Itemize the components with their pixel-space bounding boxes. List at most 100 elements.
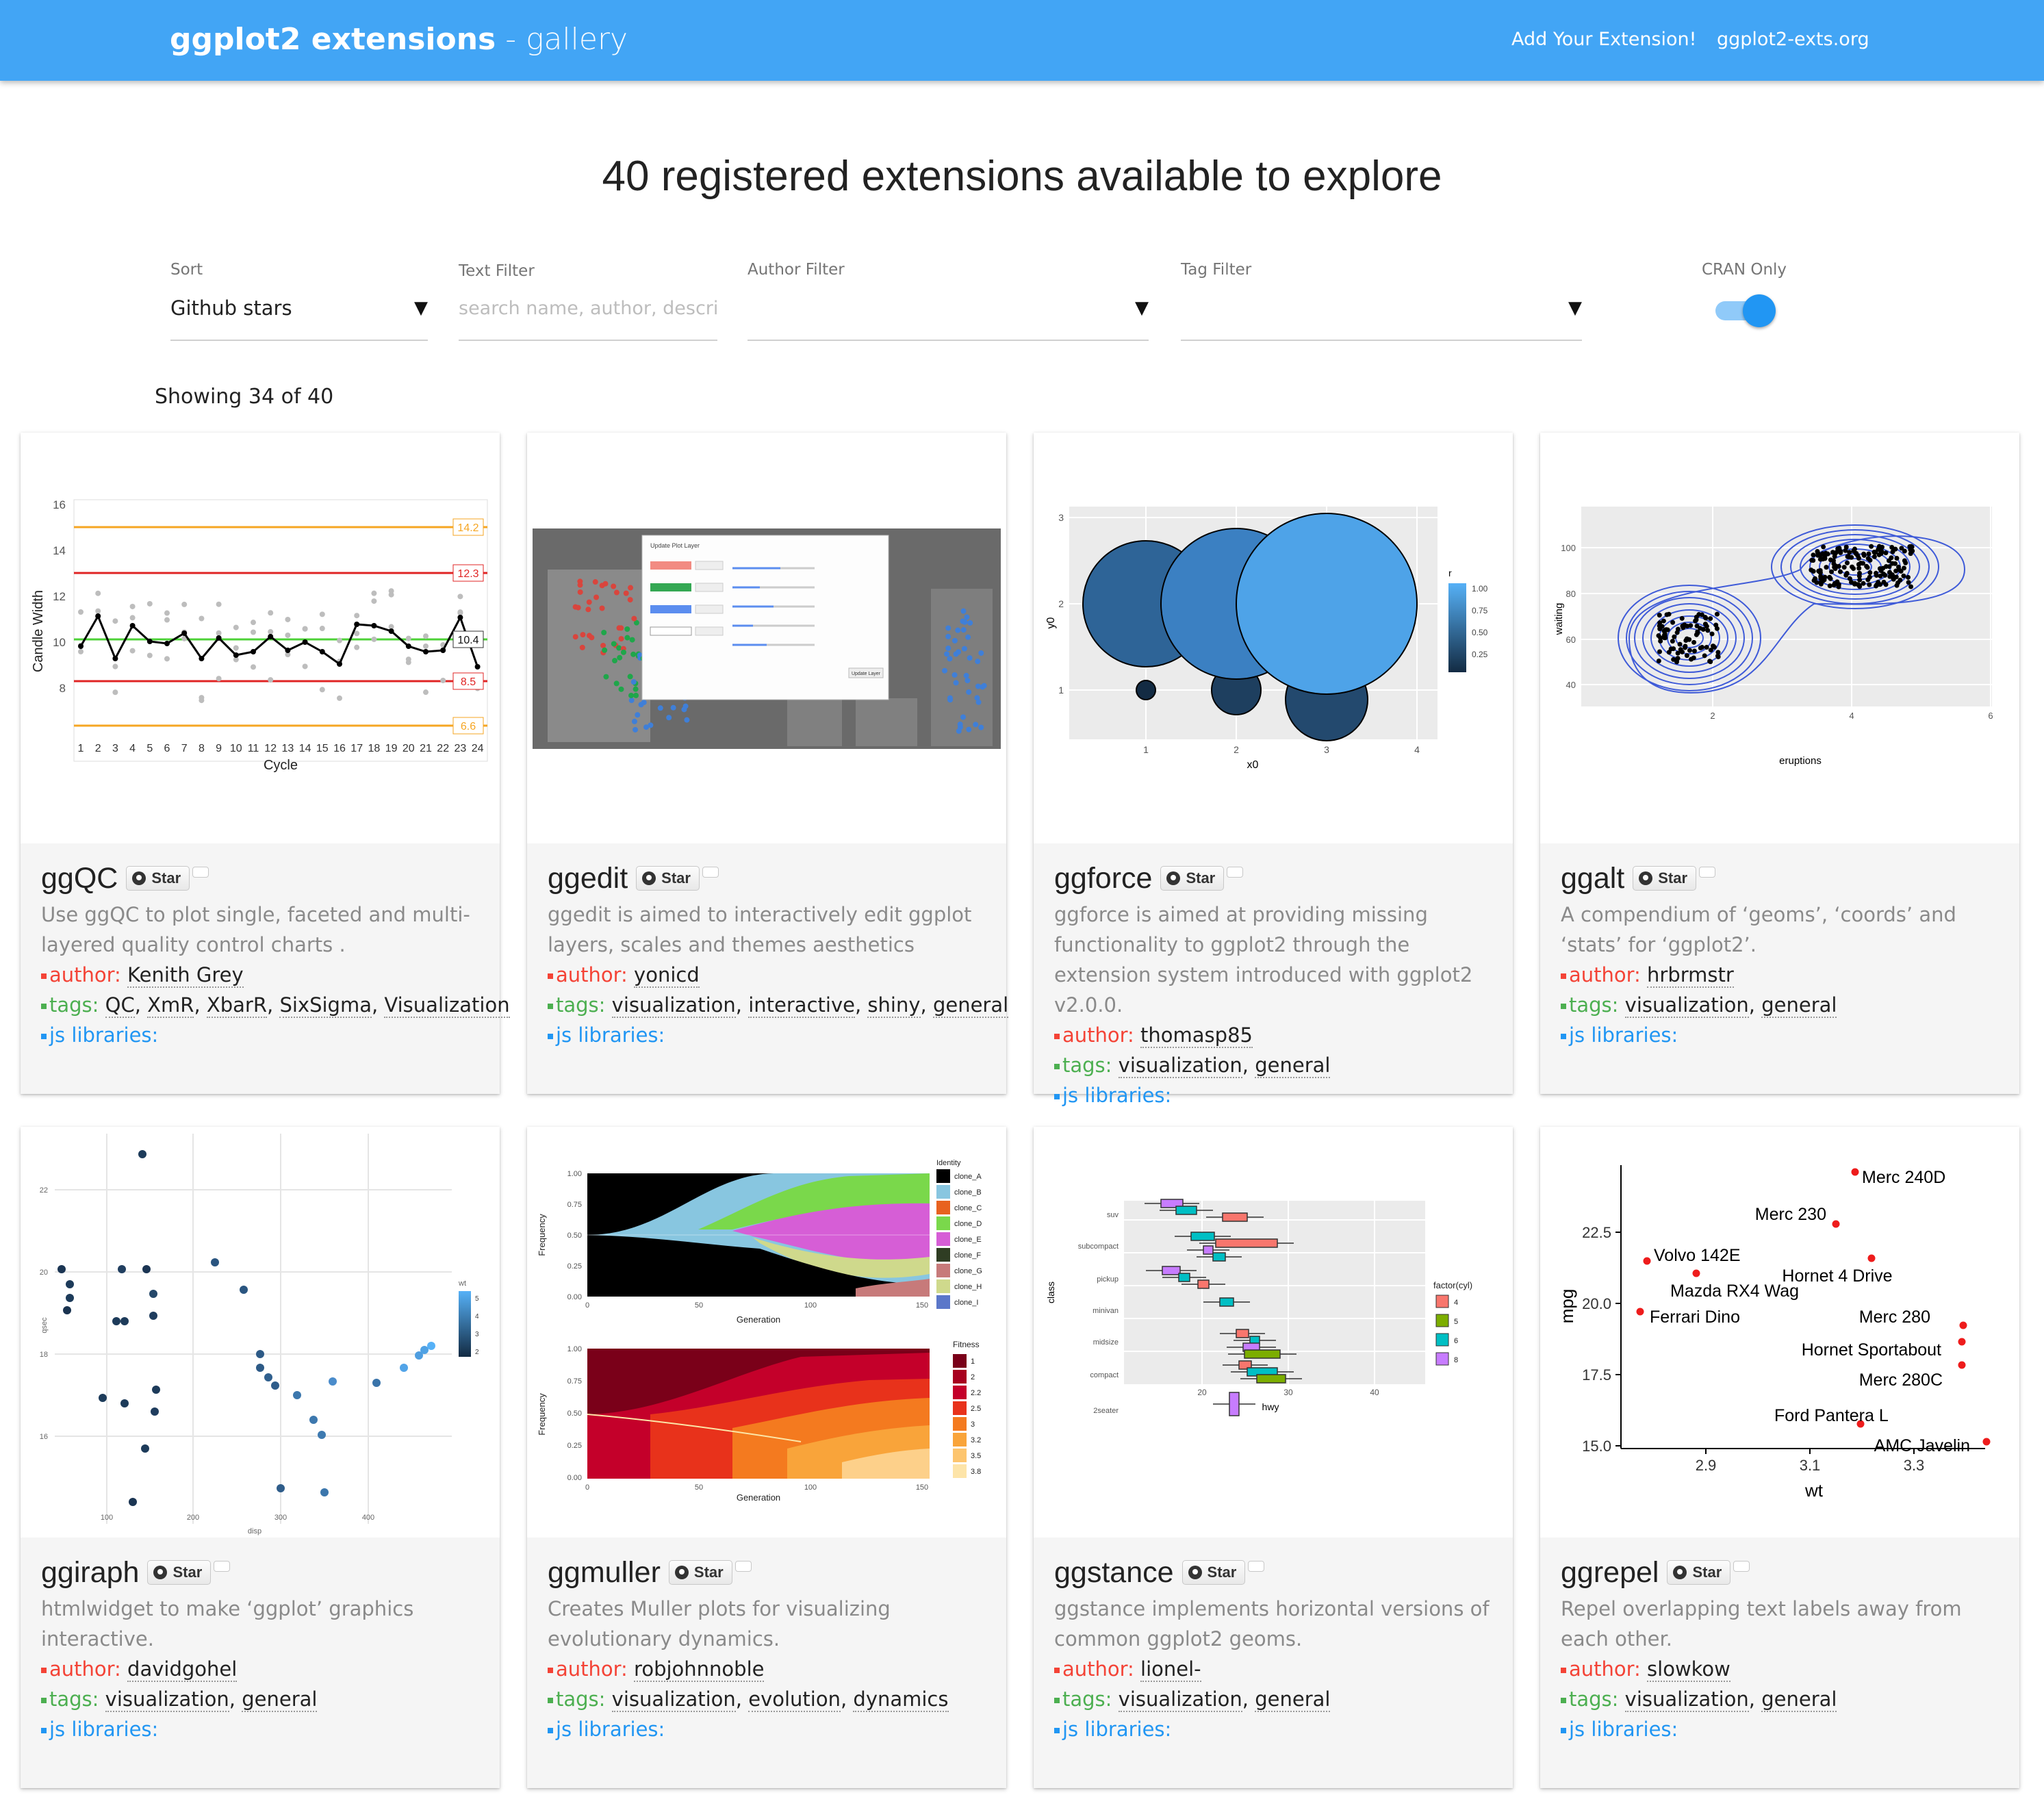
ggmuller-legend-label: clone_D <box>954 1220 982 1228</box>
ggplot2-exts-link[interactable]: ggplot2-exts.org <box>1717 29 1869 50</box>
tag-link[interactable]: visualization <box>611 1687 736 1712</box>
ggalt-point <box>1671 646 1676 652</box>
extension-card-ggstance[interactable]: suv subcompact pickup minivan midsize compact… <box>1034 1127 1513 1788</box>
card-title[interactable]: ggstance <box>1054 1556 1174 1589</box>
ggalt-point <box>1814 580 1819 585</box>
tag-link[interactable]: visualization <box>105 1687 229 1712</box>
ggqc-xtick: 7 <box>181 743 188 754</box>
ggiraph-xtick: 300 <box>274 1514 287 1522</box>
ggedit-point <box>616 625 622 631</box>
extension-card-ggmuller[interactable]: 1.00 0.75 0.50 0.25 0.00 0 50 100 150 1.… <box>527 1127 1006 1788</box>
author-link[interactable]: slowkow <box>1647 1657 1730 1682</box>
tag-link[interactable]: visualization <box>1118 1054 1242 1078</box>
github-star-button[interactable]: Star <box>1667 1560 1731 1585</box>
ggmuller-thumbnail[interactable]: 1.00 0.75 0.50 0.25 0.00 0 50 100 150 1.… <box>527 1127 1006 1538</box>
tag-link[interactable]: general <box>1761 993 1837 1018</box>
extension-card-ggqc[interactable]: 16 14 12 10 8 1 2 3 4 5 6 7 8 9 10 11 12 13 14 15 16 17 1… <box>21 433 510 1094</box>
card-title[interactable]: ggmuller <box>548 1556 661 1589</box>
author-link[interactable]: robjohnnoble <box>634 1657 765 1682</box>
ggalt-point <box>1906 574 1911 580</box>
tag-link[interactable]: XbarR <box>206 993 268 1018</box>
ggiraph-point <box>142 1265 151 1273</box>
card-title[interactable]: ggQC <box>41 862 118 895</box>
ggiraph-point <box>320 1488 329 1496</box>
brand[interactable]: ggplot2 extensions - gallery <box>170 19 628 60</box>
extension-card-ggalt[interactable]: 100 80 60 40 2 4 6 eruptions waiting gga… <box>1540 433 2019 1094</box>
author-link[interactable]: hrbrmstr <box>1647 963 1734 988</box>
ggalt-thumbnail[interactable]: 100 80 60 40 2 4 6 eruptions waiting <box>1540 433 2019 843</box>
card-title[interactable]: ggedit <box>548 862 628 895</box>
extension-card-ggedit[interactable]: Update Plot Layer Update Layer gge <box>527 433 1009 1094</box>
tag-link[interactable]: evolution <box>748 1687 841 1712</box>
ggiraph-ytick: 22 <box>40 1186 48 1195</box>
author-link[interactable]: davidgohel <box>127 1657 238 1682</box>
tag-link[interactable]: general <box>1255 1054 1331 1078</box>
github-star-button[interactable]: Star <box>147 1560 212 1585</box>
ggalt-ytick: 80 <box>1566 589 1576 599</box>
github-star-button[interactable]: Star <box>1633 866 1697 891</box>
tag-link[interactable]: general <box>1255 1687 1331 1712</box>
tag-link[interactable]: XmR <box>147 993 194 1018</box>
author-link[interactable]: lionel- <box>1140 1657 1201 1682</box>
tag-link[interactable]: general <box>932 993 1009 1018</box>
ggstance-thumbnail[interactable]: suv subcompact pickup minivan midsize compact… <box>1034 1127 1513 1538</box>
ggmuller-ytick: 0.75 <box>567 1377 582 1386</box>
ggqc-sample-point <box>388 624 394 630</box>
ggedit-thumbnail[interactable]: Update Plot Layer Update Layer <box>527 433 1006 843</box>
card-title[interactable]: ggrepel <box>1561 1556 1659 1589</box>
tag-link[interactable]: visualization <box>1624 1687 1749 1712</box>
ggiraph-point <box>264 1373 272 1381</box>
tag-link[interactable]: shiny <box>867 993 921 1018</box>
card-title[interactable]: ggalt <box>1561 862 1625 895</box>
github-star-button[interactable]: Star <box>636 866 700 891</box>
ggrepel-label: AMC Javelin <box>1874 1436 1970 1455</box>
ggrepel-thumbnail[interactable]: 22.5 20.0 17.5 15.0 2.9 3.1 3.3 wt mpg M… <box>1540 1127 2019 1538</box>
cran-only-toggle-knob[interactable] <box>1743 294 1776 327</box>
ggalt-point <box>1829 569 1835 574</box>
tag-filter-select[interactable]: ▼ <box>1181 288 1582 341</box>
extension-card-ggforce[interactable]: 3 2 1 1 2 3 4 x0 y0 r 1.00 0.75 0.50 0.2… <box>1034 433 1513 1107</box>
tag-link[interactable]: interactive <box>748 993 855 1018</box>
tag-link[interactable]: SixSigma <box>279 993 372 1018</box>
ggqc-thumbnail[interactable]: 16 14 12 10 8 1 2 3 4 5 6 7 8 9 10 11 12 13 14 15 16 17 1… <box>21 433 500 843</box>
ggedit-point <box>611 583 617 589</box>
author-filter-select[interactable]: ▼ <box>748 288 1149 341</box>
tag-link[interactable]: general <box>1761 1687 1837 1712</box>
ggmuller-ytick: 0.25 <box>567 1262 582 1271</box>
github-star-button[interactable]: Star <box>1160 866 1225 891</box>
sort-select[interactable]: Github stars ▼ <box>170 288 428 341</box>
tag-link[interactable]: QC <box>105 993 135 1018</box>
github-star-button[interactable]: Star <box>126 866 190 891</box>
brand-subtitle: gallery <box>526 22 628 57</box>
ggalt-point <box>1822 574 1828 580</box>
add-extension-link[interactable]: Add Your Extension! <box>1511 29 1697 50</box>
tag-link[interactable]: visualization <box>1624 993 1749 1018</box>
author-link[interactable]: Kenith Grey <box>127 963 244 988</box>
author-link[interactable]: yonicd <box>634 963 700 988</box>
text-filter-label: Text Filter <box>459 262 535 280</box>
ggforce-thumbnail[interactable]: 3 2 1 1 2 3 4 x0 y0 r 1.00 0.75 0.50 0.2… <box>1034 433 1513 843</box>
tag-link[interactable]: Visualization <box>384 993 510 1018</box>
text-filter-input[interactable] <box>459 294 717 322</box>
author-link[interactable]: thomasp85 <box>1140 1023 1253 1048</box>
extension-card-ggrepel[interactable]: 22.5 20.0 17.5 15.0 2.9 3.1 3.3 wt mpg M… <box>1540 1127 2019 1788</box>
extension-card-ggiraph[interactable]: 22 20 18 16 100 200 300 400 disp qsec wt… <box>21 1127 500 1788</box>
tag-link[interactable]: dynamics <box>853 1687 949 1712</box>
ggedit-point <box>944 651 950 657</box>
ggiraph-point <box>427 1342 435 1350</box>
js-libraries-label: js libraries: <box>1569 1718 1678 1741</box>
ggstance-box <box>1203 1245 1214 1255</box>
ggqc-xtick: 16 <box>333 743 346 754</box>
tag-link[interactable]: visualization <box>611 993 736 1018</box>
card-title[interactable]: ggforce <box>1054 862 1153 895</box>
tag-link[interactable]: general <box>242 1687 318 1712</box>
ggmuller-xtick: 50 <box>695 1301 703 1310</box>
ggstance-legend-title: factor(cyl) <box>1433 1280 1472 1290</box>
ggmuller-legend-label: 3 <box>971 1420 975 1429</box>
tag-link[interactable]: visualization <box>1118 1687 1242 1712</box>
card-title[interactable]: ggiraph <box>41 1556 140 1589</box>
ggiraph-thumbnail[interactable]: 22 20 18 16 100 200 300 400 disp qsec wt… <box>21 1127 500 1538</box>
github-star-button[interactable]: Star <box>668 1560 732 1585</box>
text-filter-field[interactable] <box>459 288 717 341</box>
github-star-button[interactable]: Star <box>1181 1560 1246 1585</box>
